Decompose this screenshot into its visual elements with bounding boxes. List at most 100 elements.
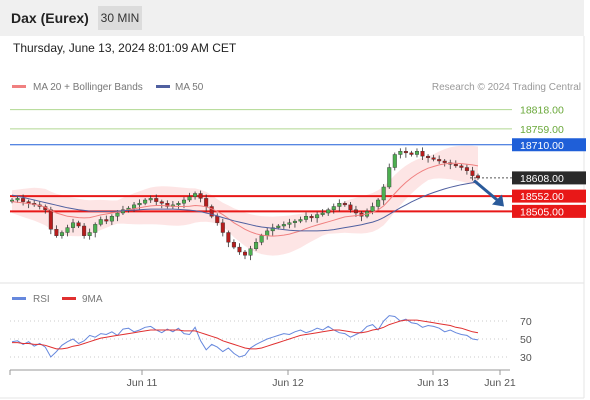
candle bbox=[237, 246, 242, 253]
level-label: 18505.00 bbox=[520, 206, 564, 218]
candle bbox=[442, 160, 447, 163]
candle bbox=[165, 203, 170, 207]
rsi-panel: 30 50 70 bbox=[10, 315, 532, 364]
candle bbox=[15, 198, 20, 201]
level-label-box bbox=[512, 138, 586, 152]
candles bbox=[9, 147, 481, 261]
candle bbox=[309, 216, 314, 219]
candle bbox=[414, 151, 419, 155]
level-label: 18759.00 bbox=[520, 124, 564, 136]
candle bbox=[337, 203, 342, 207]
candle bbox=[87, 232, 92, 236]
candle bbox=[298, 219, 303, 222]
level-label: 18710.00 bbox=[520, 140, 564, 152]
candle bbox=[459, 165, 464, 168]
ma50-line bbox=[11, 181, 479, 232]
candle bbox=[65, 227, 70, 233]
moving-averages bbox=[11, 162, 479, 237]
credit-label: Research © 2024 Trading Central bbox=[432, 82, 581, 93]
candle bbox=[93, 224, 98, 233]
candle bbox=[104, 219, 109, 222]
rsi-legend-label: RSI bbox=[33, 294, 50, 305]
candle bbox=[181, 199, 186, 204]
candle bbox=[470, 170, 475, 176]
candle bbox=[193, 193, 198, 197]
x-tick-label: Jun 13 bbox=[417, 377, 449, 389]
rsi-tick-label: 70 bbox=[520, 316, 532, 328]
candle bbox=[82, 225, 87, 236]
report-datetime: Thursday, June 13, 2024 8:01:09 AM CET bbox=[13, 41, 237, 55]
forecast-arrow bbox=[473, 179, 504, 207]
candle bbox=[148, 198, 153, 201]
candle bbox=[376, 199, 381, 207]
x-tick-label: Jun 21 bbox=[484, 377, 516, 389]
candle bbox=[254, 242, 259, 249]
candle bbox=[59, 232, 64, 236]
rsi-ma-legend-label: 9MA bbox=[82, 294, 103, 305]
candle bbox=[381, 186, 386, 201]
timeframe-selector[interactable]: 30 MIN bbox=[98, 6, 142, 30]
candle bbox=[159, 201, 164, 204]
candle bbox=[71, 222, 76, 228]
candle bbox=[21, 198, 26, 202]
candle bbox=[453, 164, 458, 167]
ma20-legend-label: MA 20 + Bollinger Bands bbox=[33, 82, 143, 93]
candle bbox=[76, 222, 81, 227]
candle bbox=[48, 209, 53, 230]
x-tick-label: Jun 11 bbox=[127, 377, 158, 389]
level-label-box bbox=[512, 189, 586, 203]
candle bbox=[98, 219, 103, 225]
candle bbox=[315, 214, 320, 219]
x-tick-label: Jun 12 bbox=[272, 377, 304, 389]
candle bbox=[115, 212, 120, 217]
candle bbox=[409, 152, 414, 155]
candle bbox=[387, 167, 392, 188]
candle bbox=[143, 199, 148, 204]
candle bbox=[431, 157, 436, 160]
rsi-legend-swatch bbox=[12, 297, 26, 300]
candle bbox=[265, 230, 270, 236]
level-labels: 18818.00 18759.00 18710.00 18552.00 18505.00… bbox=[512, 105, 586, 218]
candle bbox=[353, 209, 358, 214]
candle bbox=[137, 203, 142, 206]
candle bbox=[304, 216, 309, 220]
candle bbox=[220, 222, 225, 233]
level-label: 18818.00 bbox=[520, 105, 564, 117]
candle bbox=[398, 151, 403, 155]
ma20-legend-swatch bbox=[12, 85, 26, 88]
candle bbox=[215, 216, 220, 223]
candle bbox=[476, 175, 481, 179]
instrument-title: Dax (Eurex) bbox=[11, 10, 89, 26]
candle bbox=[392, 154, 397, 168]
candle bbox=[242, 251, 247, 256]
rsi-ma-line bbox=[12, 319, 479, 350]
candle bbox=[420, 151, 425, 157]
candle bbox=[320, 212, 325, 215]
level-label-box bbox=[512, 204, 586, 218]
candle bbox=[342, 203, 347, 206]
candle bbox=[198, 193, 203, 199]
candle bbox=[9, 199, 14, 202]
level-label: 18552.00 bbox=[520, 191, 564, 203]
x-axis-ticks: Jun 11 Jun 12 Jun 13 Jun 21 bbox=[9, 370, 516, 389]
candle bbox=[231, 242, 236, 248]
forecast-arrow-shaft bbox=[473, 179, 500, 203]
candle bbox=[287, 222, 292, 225]
rsi-tick-label: 50 bbox=[520, 334, 532, 346]
candle bbox=[226, 232, 231, 243]
candle bbox=[276, 225, 281, 228]
header-bar bbox=[0, 0, 584, 36]
candle bbox=[248, 248, 253, 256]
rsi-line bbox=[11, 315, 479, 358]
candle bbox=[403, 151, 408, 154]
current-price-box bbox=[512, 171, 586, 185]
candle bbox=[437, 159, 442, 162]
candle bbox=[209, 206, 214, 217]
candle bbox=[154, 198, 159, 202]
bollinger-band-fill bbox=[12, 145, 478, 256]
ma50-legend-swatch bbox=[156, 85, 170, 88]
candle bbox=[326, 209, 331, 214]
candle bbox=[370, 206, 375, 212]
rsi-tick-label: 30 bbox=[520, 352, 532, 364]
